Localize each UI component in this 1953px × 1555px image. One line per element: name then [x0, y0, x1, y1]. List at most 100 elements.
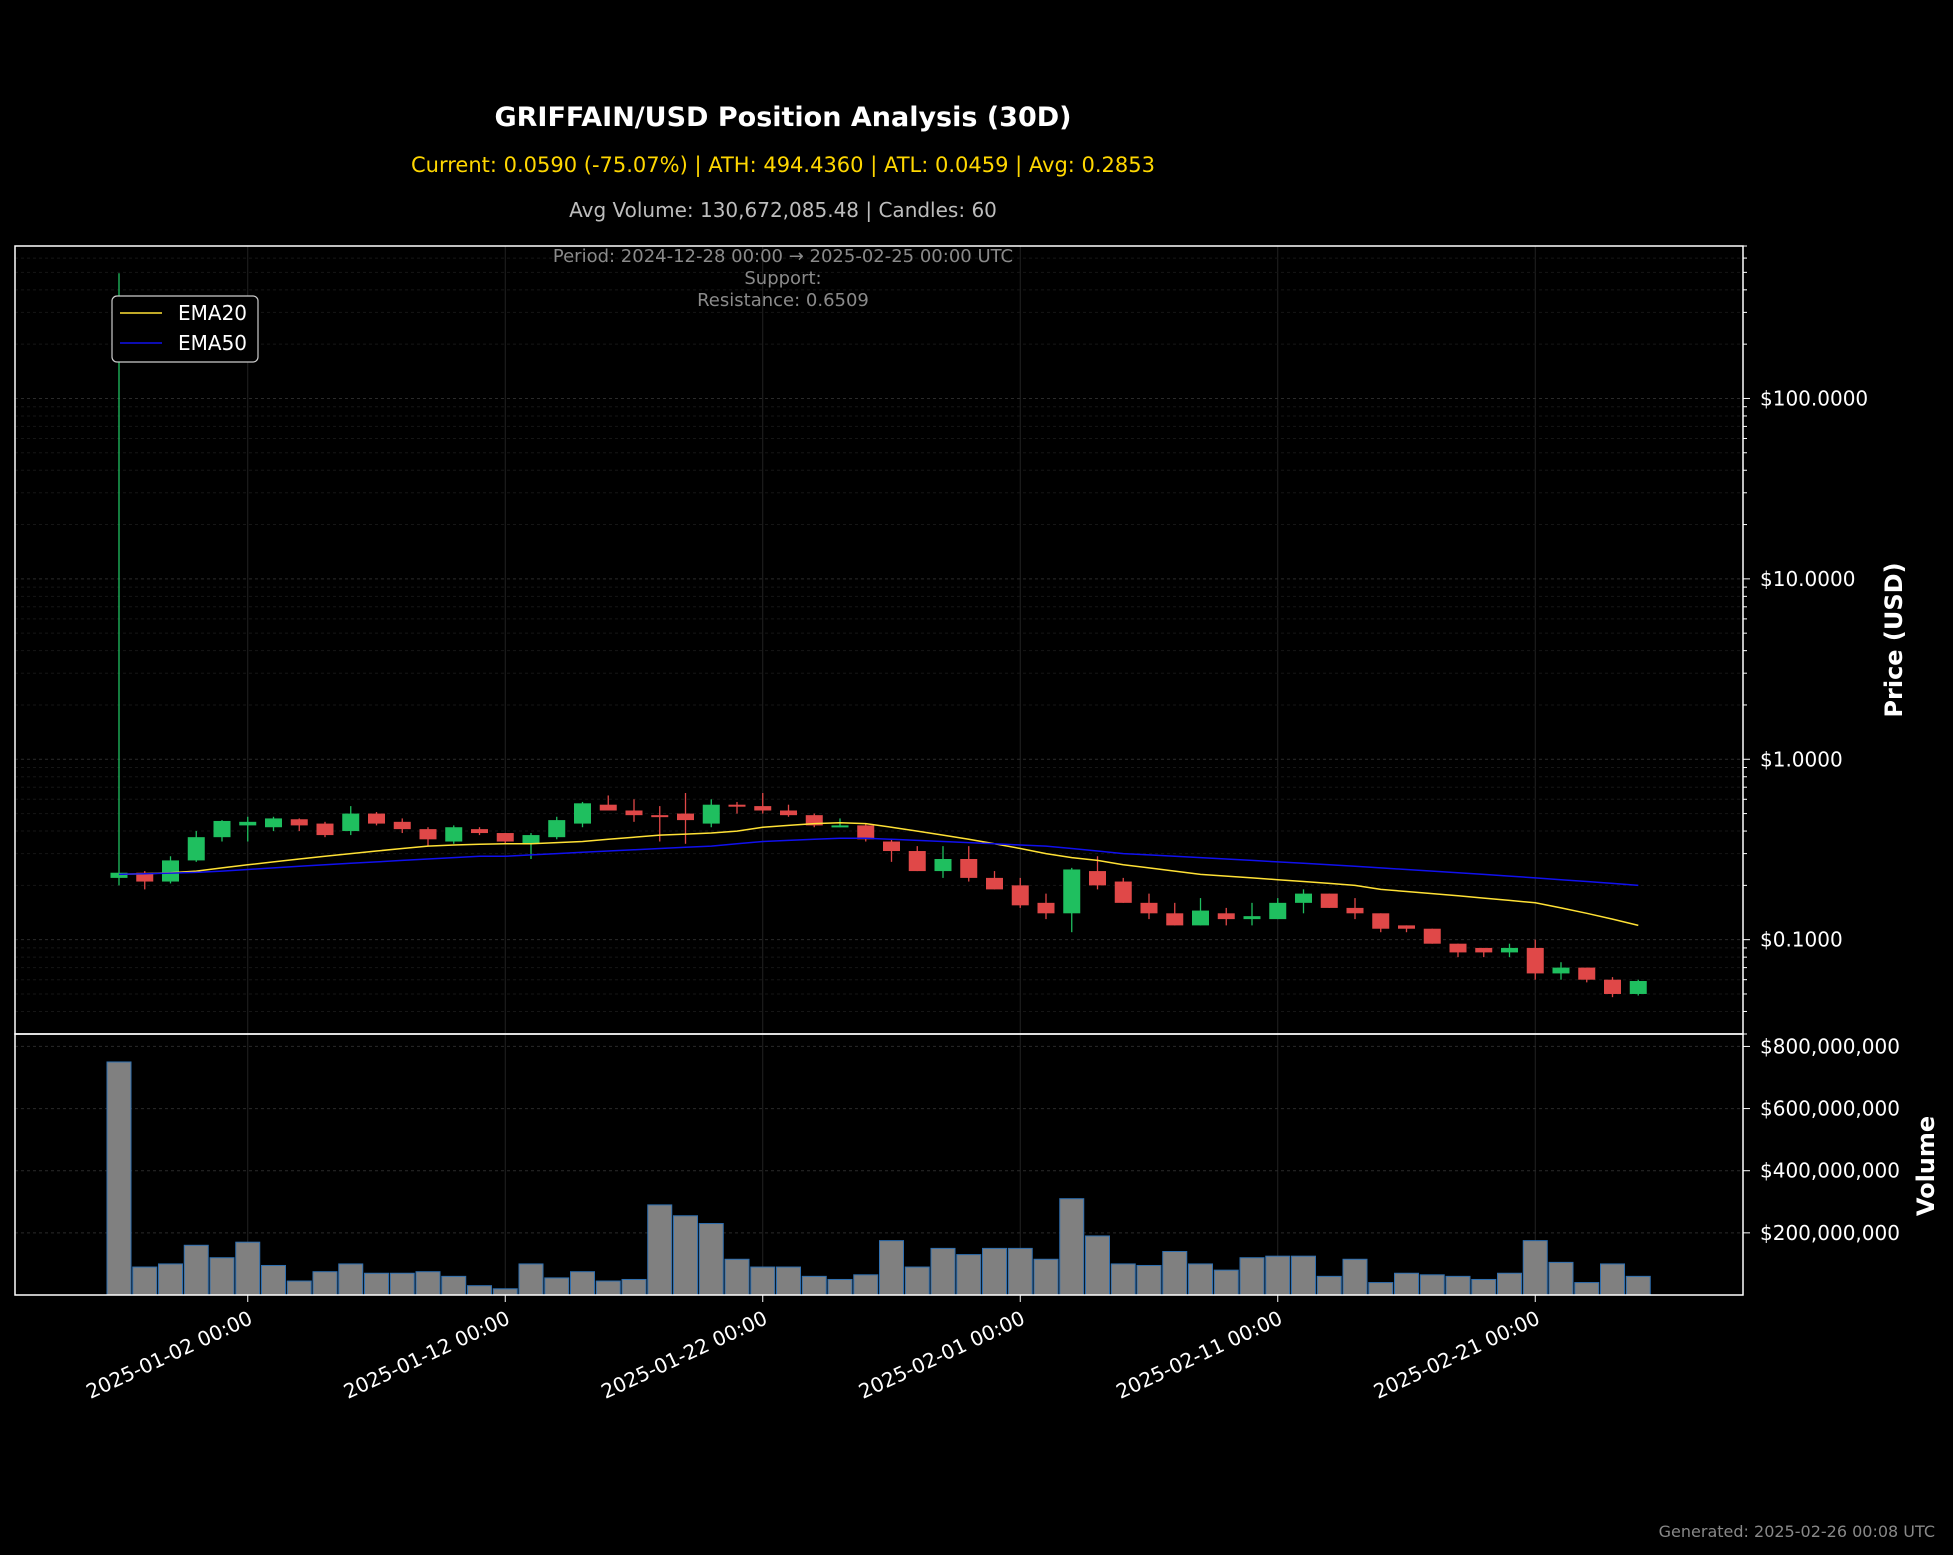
candle-body [1346, 907, 1364, 914]
candle-body [677, 813, 694, 821]
candle-body [1089, 871, 1106, 886]
candle-body [1578, 967, 1596, 980]
price-axis-label: Price (USD) [1880, 562, 1908, 717]
volume-bar [1085, 1235, 1110, 1296]
x-tick-label: 2025-02-11 00:00 [1112, 1306, 1285, 1404]
volume-bar [389, 1272, 415, 1296]
candle-body [265, 818, 282, 828]
volume-bars [106, 1061, 1651, 1296]
volume-bar [879, 1240, 904, 1296]
volume-tick-label: $400,000,000 [1760, 1159, 1900, 1183]
candle-body [1243, 916, 1261, 920]
volume-bar [1188, 1263, 1213, 1296]
volume-bar [235, 1241, 261, 1296]
volume-bar [1059, 1198, 1085, 1296]
volume-bar [312, 1271, 338, 1296]
candle-body [831, 825, 849, 828]
resistance-info: Resistance: 0.6509 [697, 290, 869, 311]
chart-stats-line: Avg Volume: 130,672,085.48 | Candles: 60 [569, 198, 997, 222]
candle-body [702, 804, 720, 824]
volume-bar [492, 1288, 518, 1296]
volume-bar [544, 1277, 570, 1296]
volume-bar [595, 1280, 621, 1296]
volume-bar [776, 1266, 801, 1296]
volume-bar [750, 1266, 776, 1296]
candle-body [187, 837, 205, 861]
candle-body [496, 833, 514, 842]
candle-body [574, 803, 591, 824]
volume-bar [1342, 1258, 1368, 1296]
candle-body [213, 820, 231, 838]
candle-body [342, 813, 360, 832]
ema20-line [118, 821, 1639, 927]
x-tick-label: 2025-01-22 00:00 [597, 1306, 770, 1404]
volume-bar [1213, 1269, 1239, 1296]
volume-bar [415, 1271, 441, 1296]
generated-footer: Generated: 2025-02-26 00:08 UTC [1659, 1522, 1935, 1541]
volume-bar [1419, 1274, 1445, 1296]
volume-bar [621, 1278, 647, 1296]
volume-bar [853, 1274, 879, 1296]
volume-bar [1033, 1258, 1059, 1296]
volume-bar [647, 1204, 673, 1296]
candle-body [471, 829, 488, 834]
volume-bar [698, 1223, 724, 1296]
chart-subtitle: Current: 0.0590 (-75.07%) | ATH: 494.436… [411, 153, 1155, 178]
volume-bar [1291, 1255, 1316, 1296]
candle-body [419, 829, 437, 840]
candle-body [239, 821, 257, 826]
legend-ema50-label: EMA50 [178, 331, 247, 355]
candle-body [1552, 967, 1570, 974]
x-tick-label: 2025-02-21 00:00 [1370, 1306, 1543, 1404]
candle-body [110, 872, 128, 878]
volume-bar [801, 1275, 827, 1296]
price-panel-frame [14, 245, 1744, 1035]
candle-body [1269, 902, 1287, 920]
candle-body [1526, 947, 1544, 974]
volume-bar [570, 1271, 595, 1296]
volume-bar [724, 1258, 750, 1296]
candle-body [136, 872, 154, 882]
volume-bar [1136, 1264, 1162, 1296]
volume-bar [286, 1280, 312, 1296]
chart-title: GRIFFAIN/USD Position Analysis (30D) [494, 102, 1071, 133]
volume-panel-frame [14, 1033, 1744, 1296]
candle-body [548, 820, 566, 838]
candle-body [1449, 943, 1467, 953]
volume-bar [673, 1215, 698, 1296]
candle-body [1629, 981, 1647, 994]
candle-body [1037, 902, 1055, 914]
candle-body [1475, 947, 1493, 953]
price-tick-label: $1.0000 [1760, 747, 1843, 771]
candle-body [316, 823, 334, 836]
volume-bar [441, 1275, 467, 1296]
volume-bar [1007, 1247, 1033, 1296]
volume-tick-label: $200,000,000 [1760, 1221, 1900, 1245]
legend-ema20-label: EMA20 [178, 301, 247, 325]
candle-body [162, 860, 179, 882]
volume-bar [132, 1266, 158, 1296]
candle-body [1320, 893, 1338, 908]
volume-axis-label: Volume [1912, 1116, 1940, 1216]
x-tick-label: 2025-02-01 00:00 [855, 1306, 1028, 1404]
candle-body [780, 810, 797, 816]
volume-bar [518, 1263, 544, 1296]
candle-body [1501, 947, 1518, 953]
legend: EMA20 EMA50 [111, 295, 259, 363]
candle-body [1140, 902, 1158, 914]
volume-bar [930, 1247, 956, 1296]
volume-bar [261, 1264, 286, 1296]
price-tick-label: $0.1000 [1760, 928, 1843, 952]
candle-body [651, 815, 669, 818]
volume-bar [1497, 1272, 1522, 1296]
candle-body [986, 877, 1003, 890]
ema50-line [118, 837, 1639, 887]
volume-bar [106, 1061, 132, 1296]
volume-bar [1471, 1278, 1497, 1296]
x-tick-label: 2025-01-12 00:00 [340, 1306, 513, 1404]
volume-bar [827, 1278, 853, 1296]
volume-bar [1522, 1240, 1548, 1296]
candle-body [1011, 885, 1029, 906]
x-tick-label: 2025-01-02 00:00 [82, 1306, 255, 1404]
